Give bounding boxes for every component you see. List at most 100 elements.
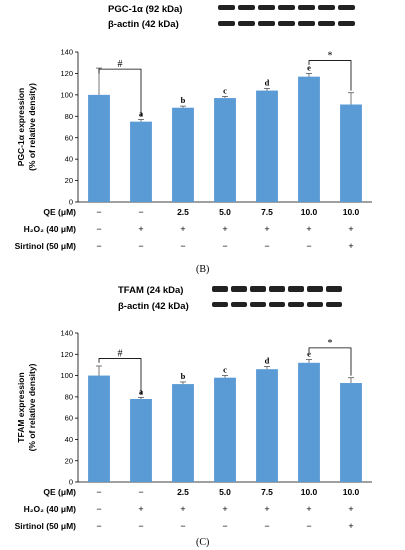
chart-b-bar — [214, 98, 236, 202]
blot-b-control-band — [338, 21, 355, 26]
blot-c-control-band — [250, 302, 266, 307]
chart-c-table-cell: − — [138, 487, 143, 497]
blot-b-control-band — [258, 21, 275, 26]
chart-b-table-cell: 10.0 — [343, 207, 360, 217]
chart-b-y-tick-label: 120 — [60, 69, 73, 78]
blot-c-target-band — [326, 286, 342, 292]
blot-c-control-band — [231, 302, 247, 307]
chart-b-table-cell: + — [348, 241, 353, 251]
chart-c-table-cell: + — [180, 504, 185, 514]
chart-c-letter: b — [181, 371, 186, 381]
blot-b: PGC-1α (92 kDa) β-actin (42 kDa) — [108, 4, 355, 30]
blot-b-control-band — [278, 21, 295, 26]
chart-b-significance-mark: * — [328, 51, 333, 62]
blot-b-target-band — [258, 5, 275, 10]
chart-c-bar — [298, 362, 320, 482]
chart-c-table-cell: + — [264, 504, 269, 514]
chart-b-letter: c — [223, 85, 227, 95]
blot-c-target-band — [231, 286, 247, 292]
chart-b-table-cell: − — [96, 241, 101, 251]
chart-b-table-cell: 10.0 — [301, 207, 318, 217]
chart-c-table-cell: − — [306, 521, 311, 531]
blot-c-control-band — [288, 302, 304, 307]
blot-b-target-band — [338, 5, 355, 10]
chart-c-y-tick-label: 0 — [69, 478, 73, 487]
chart-c-bar — [88, 375, 110, 482]
chart-c-table-cell: 10.0 — [343, 487, 360, 497]
chart-c-significance-mark: * — [328, 338, 333, 349]
blot-c-target-bands — [212, 286, 342, 292]
chart-c-table-cell: − — [96, 487, 101, 497]
blot-b-target-band — [278, 5, 295, 10]
chart-b-table-row-label: Sirtinol (50 μM) — [15, 241, 77, 251]
chart-b-significance-bracket — [98, 68, 142, 117]
blot-b-control-band — [238, 21, 255, 26]
chart-c-table-cell: − — [222, 521, 227, 531]
chart-b-table-cell: 2.5 — [177, 207, 189, 217]
chart-b-y-tick-label: 80 — [65, 112, 73, 121]
chart-c-y-axis-label: TFAM expression — [16, 372, 26, 442]
chart-c-y-tick-label: 140 — [60, 329, 73, 338]
chart-b-y-tick-label: 140 — [60, 48, 73, 57]
chart-b-table-cell: − — [138, 241, 143, 251]
blot-b-target-band — [318, 5, 335, 10]
chart-b-table-cell: − — [138, 207, 143, 217]
chart-b-letter: d — [265, 77, 270, 87]
blot-c-control-band — [269, 302, 285, 307]
chart-c-table-cell: − — [264, 521, 269, 531]
blot-c-target-label: TFAM (24 kDa) — [118, 285, 183, 296]
chart-c-table-cell: 2.5 — [177, 487, 189, 497]
blot-b-control-label: β-actin (42 kDa) — [108, 19, 179, 30]
chart-b-table-cell: − — [180, 241, 185, 251]
chart-c-letter: e — [307, 349, 311, 359]
chart-c-bar — [130, 398, 152, 482]
chart-b-table-cell: + — [306, 224, 311, 234]
blot-c-control-bands — [212, 302, 342, 307]
chart-c-table-row-label: Sirtinol (50 μM) — [15, 521, 77, 531]
blot-b-control-band — [218, 21, 235, 26]
chart-b-y-tick-label: 40 — [65, 155, 73, 164]
chart-b-table-cell: + — [264, 224, 269, 234]
chart-b-bar — [130, 121, 152, 202]
chart-c-table-cell: + — [348, 504, 353, 514]
chart-c-table-cell: − — [138, 521, 143, 531]
chart-c-table-cell: + — [348, 521, 353, 531]
chart-b-table-cell: + — [222, 224, 227, 234]
blot-b-target-band — [298, 5, 315, 10]
chart-c-bar — [340, 383, 362, 482]
chart-b-table-row-label: QE (μM) — [43, 207, 76, 217]
chart-c-y-tick-label: 120 — [60, 350, 73, 359]
blot-b-control-bands — [218, 21, 355, 26]
chart-c-y-axis-label-2: (% of relative density) — [27, 363, 37, 451]
chart-b-table-cell: − — [96, 224, 101, 234]
chart-b-y-axis-label: PGC-1α expression — [16, 88, 26, 166]
chart-b-table-cell: + — [180, 224, 185, 234]
chart-c-table-cell: − — [180, 521, 185, 531]
chart-c-table-cell: 5.0 — [219, 487, 231, 497]
chart-c-y-tick-label: 100 — [60, 371, 73, 380]
chart-b-table-cell: + — [138, 224, 143, 234]
chart-c-y-tick-label: 20 — [65, 456, 73, 465]
chart-b-bar — [172, 107, 194, 202]
chart-c-table-cell: − — [96, 504, 101, 514]
chart-b-letter: b — [181, 95, 186, 105]
blot-b-target-band — [218, 5, 235, 10]
chart-b-y-tick-label: 100 — [60, 90, 73, 99]
chart-c-table-cell: + — [306, 504, 311, 514]
chart-b-table-cell: + — [348, 224, 353, 234]
panel-b-label: (B) — [196, 264, 209, 275]
blot-c-target-band — [307, 286, 323, 292]
blot-c-control-band — [307, 302, 323, 307]
blot-b-target-bands — [218, 5, 355, 10]
chart-b-bar — [256, 90, 278, 202]
blot-c-target-band — [250, 286, 266, 292]
chart-b-bar — [340, 104, 362, 202]
blot-c: TFAM (24 kDa) β-actin (42 kDa) — [118, 285, 342, 312]
chart-b-bar — [88, 94, 110, 202]
chart-c: 0 20 40 60 80 100 120 140 TFAM expression (% of r… — [15, 329, 372, 531]
chart-c-y-tick-label: 60 — [65, 414, 73, 423]
chart-c-table-cell: 10.0 — [301, 487, 318, 497]
panel-c-label: (C) — [196, 537, 209, 548]
chart-b-y-tick-label: 0 — [69, 198, 73, 207]
